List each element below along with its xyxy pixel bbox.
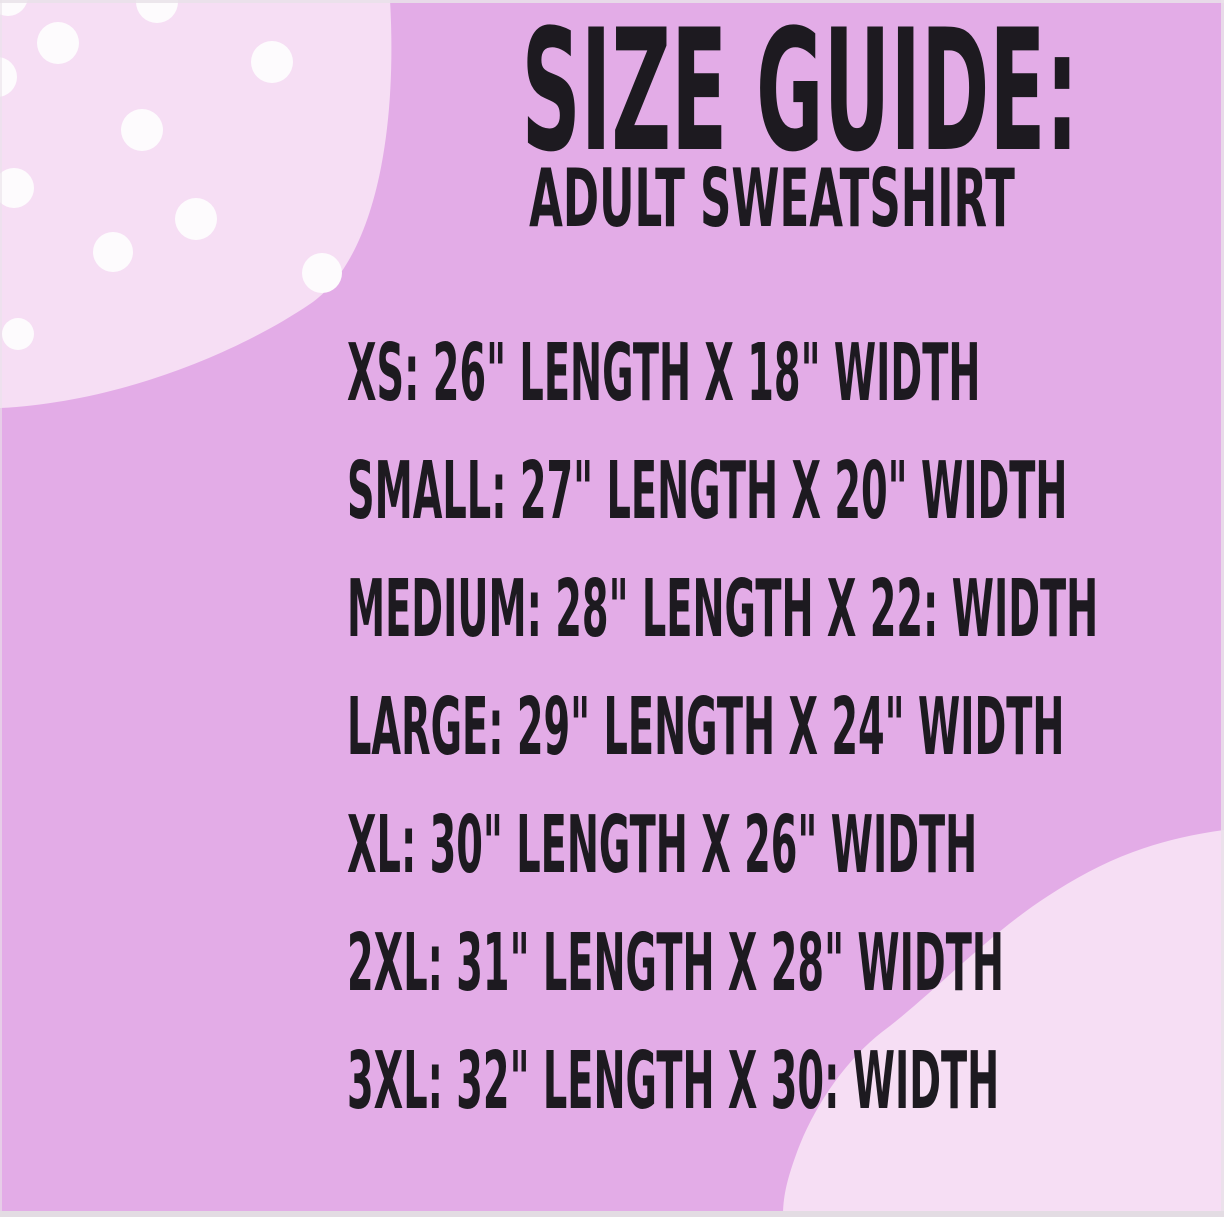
polka-dot [136, 0, 178, 23]
frame-edge-top [0, 0, 1224, 3]
size-row-3xl: 3XL: 32" LENGTH X 30: WIDTH [347, 1035, 1000, 1127]
polka-dot [0, 57, 17, 97]
frame-edge-right [1221, 0, 1224, 1217]
polka-dots [0, 0, 342, 350]
polka-dot [93, 232, 133, 272]
polka-dot [121, 109, 163, 151]
polka-dot [0, 168, 34, 208]
size-row-small: SMALL: 27" LENGTH X 20" WIDTH [347, 445, 1068, 537]
size-row-large: LARGE: 29" LENGTH X 24" WIDTH [347, 681, 1065, 773]
frame-edge-left [0, 0, 2, 1217]
polka-dot [251, 41, 293, 83]
page-title: SIZE GUIDE: [521, 0, 1079, 189]
size-row-medium: MEDIUM: 28" LENGTH X 22: WIDTH [347, 563, 1099, 655]
frame-edge-bottom [0, 1211, 1224, 1217]
polka-dot [302, 253, 342, 293]
size-row-2xl: 2XL: 31" LENGTH X 28" WIDTH [347, 917, 1004, 1009]
bottom-right-blob [783, 830, 1224, 1217]
size-row-xs: XS: 26" LENGTH X 18" WIDTH [347, 327, 981, 419]
polka-dot [0, 0, 28, 16]
polka-dot [2, 318, 34, 350]
polka-dot [175, 198, 217, 240]
size-row-xl: XL: 30" LENGTH X 26" WIDTH [347, 799, 978, 891]
polka-dot [37, 22, 79, 64]
page-subtitle: ADULT SWEATSHIRT [529, 152, 1015, 245]
